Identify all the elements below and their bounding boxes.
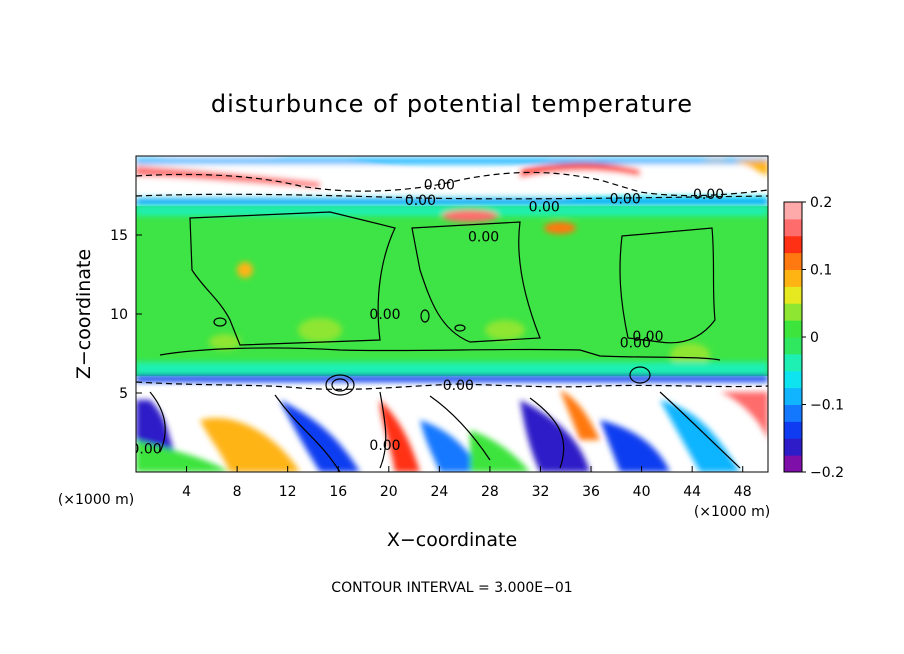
contour-label: 0.00 [693, 187, 724, 203]
colorbar-tick-label: −0.2 [810, 465, 844, 481]
mid-field-patches [136, 206, 768, 376]
colorbar-swatch [784, 387, 802, 405]
colorbar-swatch [784, 202, 802, 220]
y-tick-label: 5 [119, 386, 128, 402]
plot-area: 0.000.000.000.00 0.00 0.000.000.000.000.00… [131, 155, 769, 473]
colorbar-swatch [784, 218, 802, 237]
x-axis-label: X−coordinate [387, 529, 517, 551]
contour-label: 0.00 [610, 192, 641, 208]
y-axis: 5 10 15 [110, 228, 142, 402]
contour-interval-note: CONTOUR INTERVAL = 3.000E−01 [331, 580, 572, 596]
colorbar-tick-label: 0.2 [810, 195, 832, 211]
colorbar-swatch [784, 320, 802, 338]
contour-label: 0.00 [632, 329, 663, 345]
y-tick-label: 15 [110, 228, 128, 244]
colorbar-swatch [784, 337, 802, 355]
x-tick-label: 16 [329, 484, 347, 500]
contour-lines [136, 171, 768, 472]
lower-band-colors [136, 376, 768, 472]
x-tick-label: 32 [532, 484, 550, 500]
contour-label: 0.00 [468, 230, 499, 246]
y-axis-unit: (×1000 m) [58, 492, 134, 508]
x-tick-label: 8 [233, 484, 242, 500]
colorbar-swatch [784, 303, 802, 321]
contour-label: 0.00 [369, 438, 400, 454]
contour-label: 0.00 [131, 441, 162, 457]
x-tick-label: 48 [734, 484, 752, 500]
x-tick-label: 24 [430, 484, 448, 500]
y-tick-label: 10 [110, 307, 128, 323]
contour-label: 0.00 [529, 200, 560, 216]
contour-label: 0.00 [405, 193, 436, 209]
upper-band-colors [136, 156, 768, 206]
y-axis-label: Z−coordinate [73, 249, 95, 379]
colorbar-tick-label: −0.1 [810, 398, 844, 414]
colorbar-swatch [784, 370, 802, 389]
contour-label: 0.00 [369, 307, 400, 323]
x-tick-label: 36 [582, 484, 600, 500]
colorbar-tick-label: 0.1 [810, 263, 832, 279]
colorbar-swatch [784, 269, 802, 287]
contour-labels: 0.000.000.000.00 0.00 0.000.000.000.000.00… [131, 177, 724, 457]
contour-label: 0.00 [424, 177, 455, 193]
colorbar-swatch [784, 421, 802, 439]
colorbar-swatch [784, 286, 802, 304]
x-tick-label: 40 [633, 484, 651, 500]
chart-title: disturbunce of potential temperature [211, 90, 693, 118]
colorbar-swatch [784, 404, 802, 422]
x-axis-unit: (×1000 m) [694, 504, 770, 520]
x-axis: 4 8 12 16 20 24 28 32 36 40 44 48 [182, 466, 752, 500]
colorbar-swatch [784, 235, 802, 254]
x-tick-label: 20 [380, 484, 398, 500]
contour-label: 0.00 [443, 378, 474, 394]
colorbar-tick-label: 0 [810, 330, 819, 346]
x-tick-label: 4 [182, 484, 191, 500]
x-tick-label: 44 [683, 484, 701, 500]
colorbar-swatch [784, 353, 802, 372]
colorbar-swatch [784, 455, 802, 473]
colorbar: 0.2 0.1 0 −0.1 −0.2 [783, 195, 844, 481]
colorbar-swatch [784, 252, 802, 270]
x-tick-label: 28 [481, 484, 499, 500]
contour-label: 0.00 [620, 335, 651, 351]
x-tick-label: 12 [279, 484, 297, 500]
colorbar-swatch [784, 438, 802, 456]
